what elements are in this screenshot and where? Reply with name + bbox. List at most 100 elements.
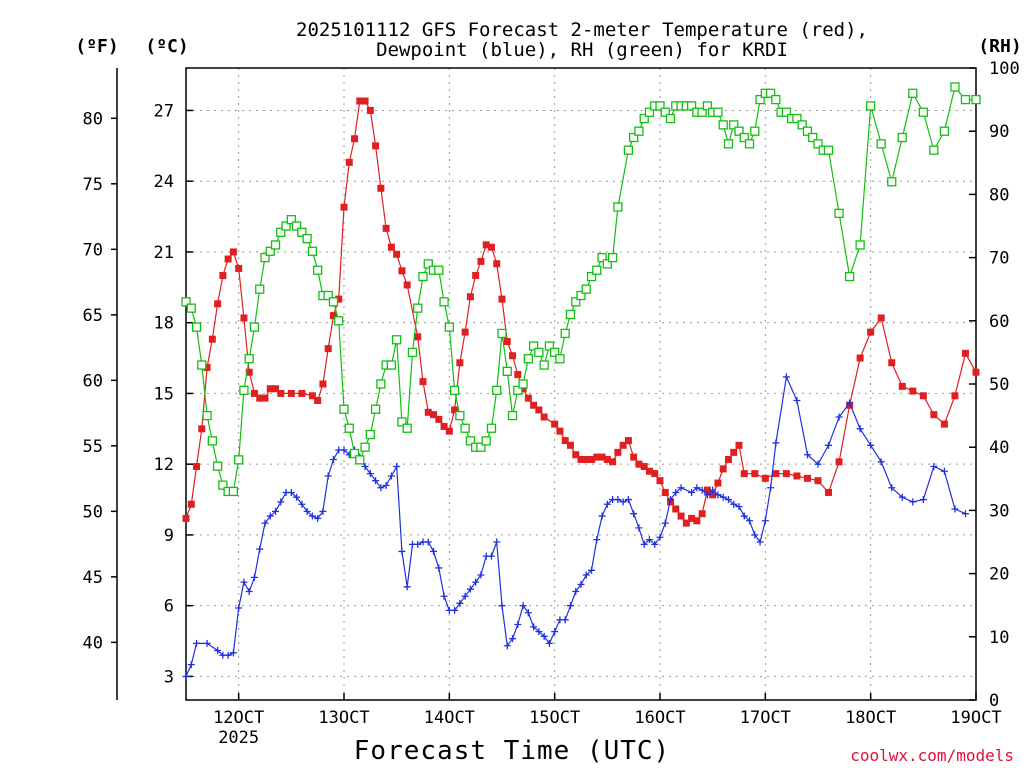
temperature-point: [640, 463, 648, 471]
temperature-point: [477, 257, 485, 265]
dewpoint-point: [756, 538, 764, 546]
temperature-point: [624, 437, 632, 445]
temperature-point: [361, 97, 369, 105]
rh-point: [449, 385, 460, 395]
dewpoint-point: [709, 486, 717, 494]
rh-point: [276, 227, 286, 237]
temperature-point: [803, 474, 811, 482]
temperature-point: [940, 420, 948, 428]
temperature-point: [261, 394, 269, 402]
rh-point: [739, 132, 749, 143]
dewpoint-point: [961, 510, 969, 518]
dewpoint-point: [825, 441, 833, 449]
dewpoint-point: [387, 472, 395, 480]
rh-tick-label: 90: [989, 122, 1009, 142]
rh-point: [660, 107, 670, 117]
rh-point: [602, 259, 612, 269]
celsius-tick-label: 21: [154, 243, 174, 263]
temperature-point: [530, 401, 538, 409]
dewpoint-point: [540, 632, 548, 640]
celsius-tick-label: 18: [154, 314, 174, 334]
dewpoint-point: [430, 547, 438, 555]
dewpoint-point: [735, 503, 743, 511]
rh-point: [755, 94, 765, 105]
rh-point: [518, 379, 528, 389]
x-tick-label: 16OCT: [634, 708, 685, 728]
temperature-point: [482, 241, 490, 249]
temperature-point: [208, 335, 216, 343]
data-series: [181, 82, 981, 680]
dewpoint-point: [803, 451, 811, 459]
temperature-point: [382, 224, 390, 232]
rh-point: [413, 303, 423, 313]
temperature-point: [387, 243, 395, 251]
temperature-point: [688, 514, 696, 522]
dewpoint-point: [867, 441, 875, 449]
temperature-point: [440, 422, 448, 430]
temperature-point: [540, 413, 548, 421]
dewpoint-point: [782, 373, 790, 381]
dewpoint-point: [640, 540, 648, 548]
dewpoint-point: [261, 519, 269, 527]
dewpoint-point: [493, 538, 501, 546]
temperature-point: [661, 488, 669, 496]
temperature-point: [677, 512, 685, 520]
temperature-point: [514, 371, 522, 379]
dewpoint-point: [451, 606, 459, 614]
dewpoint-point: [572, 588, 580, 596]
chart-title-line1: 2025101112 GFS Forecast 2-meter Temperat…: [296, 19, 868, 41]
x-tick-label: 14OCT: [424, 708, 475, 728]
temperature-point: [398, 267, 406, 275]
rh-point: [249, 322, 260, 332]
temperature-point: [414, 333, 422, 341]
temperature-point: [456, 359, 464, 367]
dewpoint-point: [498, 602, 506, 610]
x-tick-label: 19OCT: [950, 708, 1001, 728]
celsius-tick-label: 27: [154, 101, 174, 121]
rh-point: [486, 423, 497, 433]
rh-point: [323, 290, 333, 301]
series-temperature: [182, 97, 980, 527]
temperature-point: [235, 264, 243, 272]
rh-point: [197, 360, 207, 370]
dewpoint-point: [593, 536, 601, 544]
rh-point: [792, 113, 802, 124]
temperature-point: [519, 385, 527, 393]
temperature-point: [656, 477, 664, 485]
dewpoint-point: [182, 672, 190, 680]
rh-point: [813, 139, 823, 149]
rh-point: [539, 360, 549, 370]
rh-point: [629, 132, 639, 143]
rh-point: [797, 120, 807, 130]
rh-tick-label: 50: [989, 375, 1009, 395]
x-tick-label: 18OCT: [845, 708, 896, 728]
dewpoint-point: [635, 524, 643, 532]
dewpoint-point: [688, 488, 696, 496]
rh-point: [534, 347, 544, 358]
dewpoint-point: [440, 592, 448, 600]
dewpoint-point: [293, 493, 301, 501]
rh-point: [392, 335, 402, 345]
rh-point: [960, 94, 971, 105]
dewpoint-point: [487, 552, 495, 560]
rh-point: [355, 455, 365, 465]
rh-point: [513, 385, 523, 395]
dewpoint-point: [888, 484, 896, 492]
rh-point: [808, 132, 818, 143]
fahrenheit-tick-label: 50: [83, 502, 103, 522]
rh-point: [876, 139, 886, 149]
dewpoint-point: [272, 507, 280, 515]
rh-point: [597, 252, 607, 263]
dewpoint-point: [624, 496, 632, 504]
temperature-point: [245, 368, 253, 376]
rh-point: [855, 240, 865, 250]
rh-point: [339, 404, 349, 414]
rh-tick-label: 30: [989, 501, 1009, 521]
rh-point: [834, 208, 844, 219]
dewpoint-point: [277, 498, 285, 506]
temperature-point: [698, 510, 706, 518]
rh-point: [313, 265, 323, 275]
rh-point: [302, 233, 312, 244]
temperature-point: [961, 349, 969, 357]
dewpoint-point: [187, 661, 195, 669]
